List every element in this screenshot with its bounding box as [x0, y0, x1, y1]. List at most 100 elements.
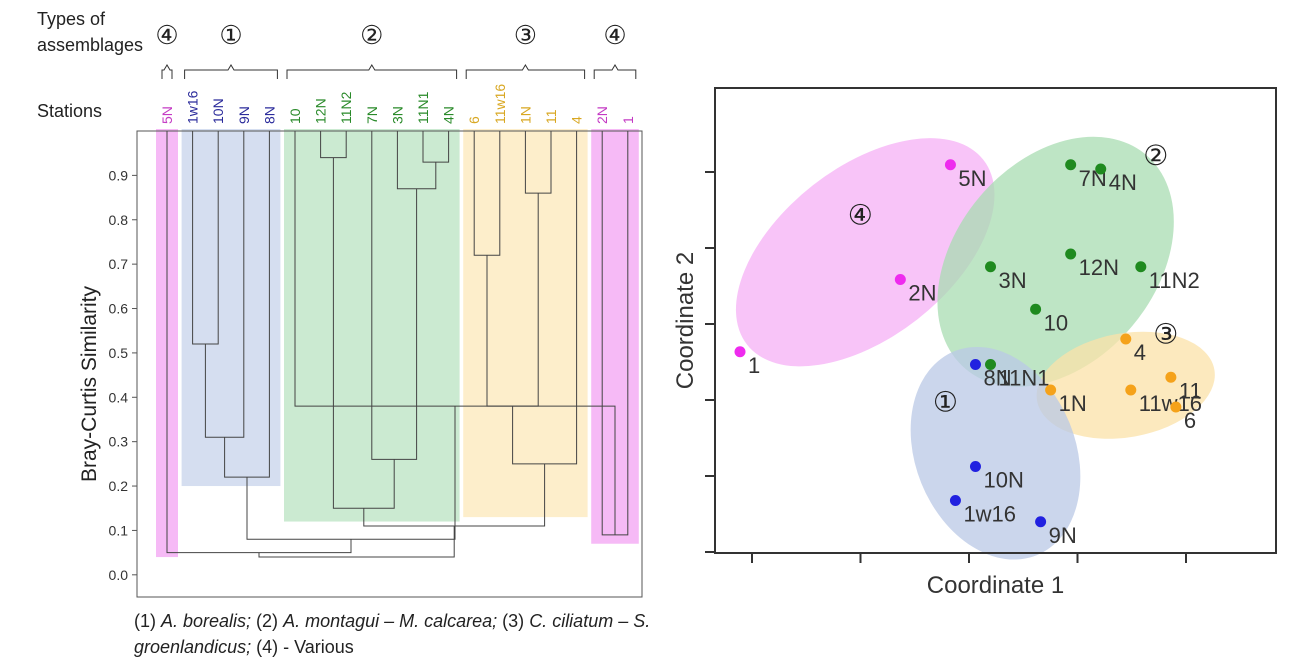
data-point	[894, 274, 906, 285]
group-bracket	[161, 64, 173, 79]
group-ellipse	[910, 346, 1081, 560]
station-label: 7N	[364, 106, 380, 124]
data-point	[985, 261, 997, 273]
point-label: 4N	[1109, 170, 1137, 195]
station-label: 8N	[261, 106, 277, 124]
station-label: 11w16	[492, 84, 508, 124]
dendro-link	[396, 131, 437, 190]
y-tick-label: 0.5	[109, 345, 129, 361]
station-label: 1w16	[185, 90, 201, 124]
data-point	[985, 359, 997, 370]
y-tick-label: 0.4	[109, 389, 129, 405]
point-label: 11w16	[1139, 391, 1202, 416]
station-label: 1N	[517, 106, 533, 124]
ellipse-label: ③	[1153, 318, 1178, 349]
data-point	[1065, 248, 1077, 260]
y-tick-label: 0.8	[109, 212, 129, 228]
ellipse-label: ①	[933, 386, 958, 417]
data-point	[1045, 384, 1057, 396]
station-label: 12N	[313, 98, 329, 124]
group-number: ①	[219, 20, 242, 50]
data-point	[1065, 159, 1077, 171]
point-label: 9N	[1049, 523, 1077, 548]
group-band-3	[463, 129, 588, 518]
data-point	[944, 159, 956, 171]
point-label: 2N	[908, 281, 936, 306]
group-bracket	[184, 64, 278, 79]
station-label: 5N	[159, 106, 175, 124]
data-point	[1095, 163, 1107, 175]
assemblage-title-line: Types of	[37, 9, 106, 29]
point-label: 1w16	[963, 502, 1016, 527]
point-label: 11N1	[999, 366, 1050, 391]
dendro-link	[512, 131, 578, 465]
y-axis-title: Bray-Curtis Similarity	[78, 285, 101, 482]
y-tick-label: 0.1	[109, 522, 129, 538]
station-label: 11	[543, 109, 559, 124]
data-point	[1120, 333, 1132, 345]
point-label: 3N	[999, 268, 1027, 293]
station-label: 10N	[210, 98, 226, 124]
data-point	[969, 461, 981, 472]
point-label: 12N	[1079, 255, 1119, 280]
dendrogram-panel: 0.0 0.1 0.2 0.3 0.4 0.5 0.6 0.7 0.8 0.9 Bray-Curti…	[37, 9, 643, 598]
point-label: 10	[1044, 310, 1068, 335]
station-label: 4	[569, 116, 585, 124]
dendro-link	[524, 131, 552, 194]
stations-title: Stations	[37, 101, 102, 121]
point-label: 11N2	[1149, 268, 1200, 293]
point-label: 1	[748, 353, 760, 378]
y-tick-label: 0.2	[109, 478, 129, 494]
station-label: 6	[466, 116, 482, 124]
data-point	[1125, 384, 1137, 396]
dendro-link	[258, 525, 455, 558]
data-point	[1035, 516, 1047, 528]
data-point	[1165, 371, 1177, 383]
dendro-link	[224, 131, 270, 478]
y-tick-label: 0.7	[109, 256, 129, 272]
group-number: ②	[360, 20, 383, 50]
group-ellipse	[1036, 331, 1215, 439]
station-label: 11N2	[338, 91, 354, 124]
y-tick-label: 0.3	[109, 434, 129, 450]
station-label: 10	[287, 108, 303, 124]
point-label: 5N	[958, 166, 986, 191]
station-label: 2N	[594, 106, 610, 124]
group-bracket	[286, 64, 458, 79]
point-label: 8N	[983, 366, 1011, 391]
group-bracket	[593, 64, 637, 79]
group-bracket	[465, 64, 586, 79]
y-tick-label: 0.9	[109, 167, 129, 183]
station-label: 11N1	[415, 91, 431, 124]
y-tick-label: 0.6	[109, 301, 129, 317]
group-ellipse	[735, 138, 995, 367]
data-point	[969, 359, 981, 370]
station-label: 1	[620, 116, 636, 124]
data-point	[1170, 401, 1182, 413]
group-number: ④	[155, 20, 178, 50]
x-axis-title: Coordinate 1	[927, 572, 1064, 599]
y-tick-label: 0.0	[109, 567, 129, 583]
station-label: 9N	[236, 106, 252, 124]
ordination-frame	[714, 87, 1277, 554]
group-band-1	[181, 129, 281, 487]
point-label: 4	[1134, 340, 1146, 365]
data-point	[1135, 261, 1147, 273]
group-number: ③	[514, 20, 537, 50]
point-label: 1N	[1059, 391, 1087, 416]
assemblage-title-line: assemblages	[37, 35, 143, 55]
dendro-link	[601, 131, 629, 536]
ellipse-label: ④	[848, 199, 873, 230]
station-label: 3N	[389, 106, 405, 124]
point-label: 6	[1184, 408, 1196, 433]
data-point	[734, 346, 746, 358]
station-label: 4N	[441, 106, 457, 124]
legend-note: (1) A. borealis; (2) A. montagui – M. ca…	[134, 611, 651, 657]
ellipse-label: ②	[1143, 140, 1168, 171]
dendro-link	[363, 463, 546, 527]
dendro-frame	[136, 130, 643, 598]
data-point	[1030, 303, 1042, 315]
group-ellipse	[937, 136, 1174, 387]
